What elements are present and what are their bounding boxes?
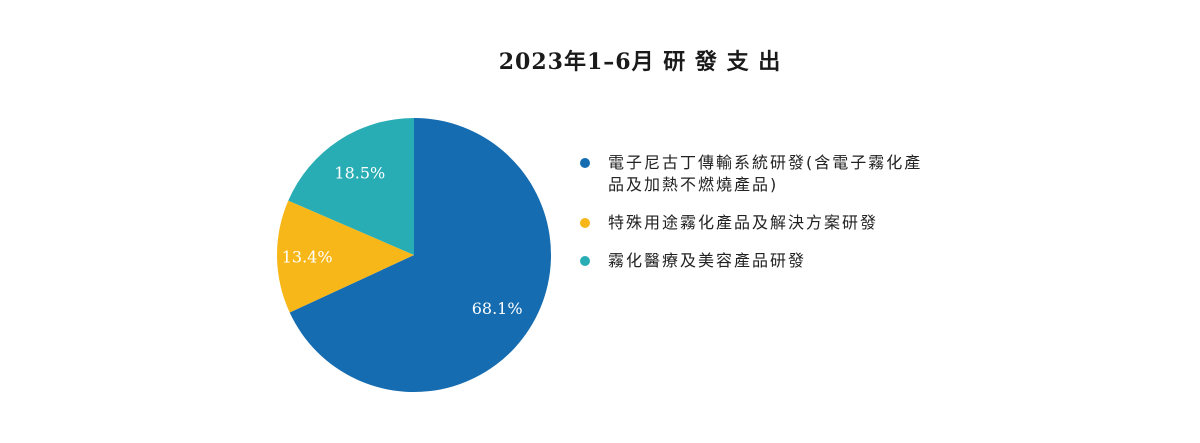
legend-marker-electronic-nicotine <box>580 158 590 168</box>
legend-item-special-purpose: 特殊用途霧化產品及解決方案研發 <box>580 212 940 234</box>
legend-label-special-purpose: 特殊用途霧化產品及解決方案研發 <box>608 213 879 232</box>
legend-marker-special-purpose <box>580 218 590 228</box>
chart-legend: 電子尼古丁傳輸系統研發(含電子霧化產品及加熱不燃燒產品) 特殊用途霧化產品及解決… <box>580 152 940 288</box>
legend-marker-medical-beauty <box>580 256 590 266</box>
pie-label-electronic-nicotine: 68.1% <box>472 299 523 318</box>
chart-title: 2023年1–6月 研 發 支 出 <box>498 49 782 75</box>
pie-slice-special-purpose <box>276 200 414 313</box>
pie-slice-electronic-nicotine <box>289 118 551 392</box>
pie-label-special-purpose: 13.4% <box>282 247 333 266</box>
legend-label-medical-beauty: 霧化醫療及美容產品研發 <box>608 251 807 270</box>
pie-label-medical-beauty: 18.5% <box>334 164 385 183</box>
legend-item-medical-beauty: 霧化醫療及美容產品研發 <box>580 250 940 272</box>
legend-label-electronic-nicotine: 電子尼古丁傳輸系統研發(含電子霧化產品及加熱不燃燒產品) <box>608 153 923 194</box>
pie-slice-medical-beauty <box>288 117 414 255</box>
legend-item-electronic-nicotine: 電子尼古丁傳輸系統研發(含電子霧化產品及加熱不燃燒產品) <box>580 152 940 196</box>
